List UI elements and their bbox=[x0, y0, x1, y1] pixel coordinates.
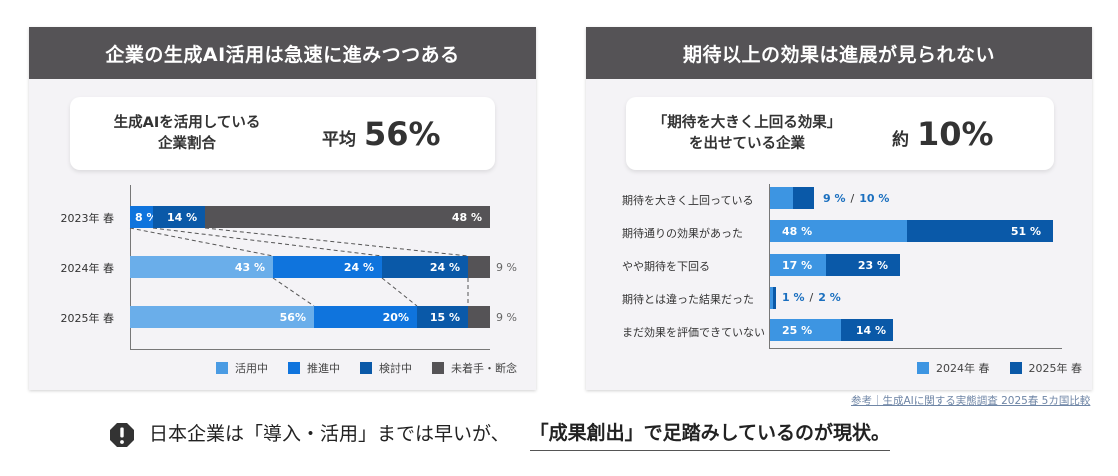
bar-row3-2024 bbox=[770, 287, 773, 309]
conclusion-text: 日本企業は「導入・活用」までは早いが、 bbox=[149, 422, 510, 445]
legend-item-katsuyou: 活用中 bbox=[216, 360, 268, 376]
legend-swatch bbox=[917, 362, 929, 374]
legend-swatch bbox=[216, 362, 228, 374]
legend-item-kentou: 検討中 bbox=[360, 360, 412, 376]
adoption-card-value: 56% bbox=[364, 114, 441, 153]
bar-row1-2025: 51 % bbox=[907, 220, 1053, 242]
adoption-card-label: 生成AIを活用している 企業割合 bbox=[113, 114, 261, 152]
legend-swatch bbox=[1009, 362, 1022, 374]
legend-swatch bbox=[432, 362, 444, 374]
bar-2024-suishin: 24 % bbox=[273, 256, 382, 278]
label-2024-michaku: 9 % bbox=[496, 261, 517, 274]
bar-row3-2025 bbox=[773, 287, 776, 309]
row3-values: 1 %/2 % bbox=[782, 291, 841, 304]
legend-label: 活用中 bbox=[235, 362, 268, 375]
adoption-chart-x-axis bbox=[130, 349, 490, 350]
bar-2025-kentou: 15 % bbox=[417, 306, 468, 328]
legend-item-2025: 2025年 春 bbox=[1009, 360, 1083, 376]
effect-row-label-2: やや期待を下回る bbox=[622, 260, 710, 273]
legend-swatch bbox=[360, 362, 372, 374]
row-label-2024: 2024年 春 bbox=[60, 262, 115, 275]
legend-swatch bbox=[288, 362, 300, 374]
legend-label: 2024年 春 bbox=[936, 362, 990, 375]
legend-item-2024: 2024年 春 bbox=[917, 360, 990, 376]
effect-summary-card: 「期待を大きく上回る効果」 を出せている企業 約 10% bbox=[626, 97, 1054, 170]
bar-2023-kentou: 14 % bbox=[153, 206, 205, 228]
effect-chart-legend: 2024年 春 2025年 春 bbox=[917, 360, 1082, 376]
effect-row-label-1: 期待通りの効果があった bbox=[622, 227, 743, 240]
bar-2025-katsuyou: 56% bbox=[130, 306, 314, 328]
bar-row0-2024 bbox=[770, 187, 793, 209]
bar-row4-2025: 14 % bbox=[841, 319, 893, 341]
label-2025-michaku: 9 % bbox=[496, 311, 517, 324]
source-link[interactable]: 参考｜生成AIに関する実態調査 2025春 5カ国比較 bbox=[851, 395, 1091, 407]
effect-card-stat: 約 10% bbox=[892, 115, 994, 153]
effect-chart-y-axis bbox=[769, 184, 770, 348]
adoption-card-prefix: 平均 bbox=[322, 129, 356, 150]
bar-row2-2024: 17 % bbox=[770, 254, 826, 276]
legend-label: 推進中 bbox=[307, 362, 340, 375]
effect-panel-title: 期待以上の効果は進展が見られない bbox=[586, 27, 1092, 79]
row-label-2023: 2023年 春 bbox=[60, 212, 115, 225]
bar-2024-katsuyou: 43 % bbox=[130, 256, 273, 278]
effect-row-label-4: まだ効果を評価できていない bbox=[622, 326, 765, 339]
bar-2023-suishin: 8 % bbox=[130, 206, 158, 228]
legend-label: 未着手・断念 bbox=[451, 362, 517, 375]
legend-label: 2025年 春 bbox=[1028, 362, 1083, 375]
effect-row-label-3: 期待とは違った結果だった bbox=[622, 293, 754, 306]
adoption-card-stat: 平均 56% bbox=[322, 115, 441, 153]
adoption-summary-card: 生成AIを活用している 企業割合 平均 56% bbox=[70, 97, 495, 170]
bar-2024-kentou: 24 % bbox=[382, 256, 468, 278]
legend-item-suishin: 推進中 bbox=[288, 360, 340, 376]
effect-chart-x-axis bbox=[769, 348, 1062, 349]
bar-row2-2025: 23 % bbox=[826, 254, 900, 276]
conclusion-message: 日本企業は「導入・活用」までは早いが、 「成果創出」で足踏みしているのが現状。 bbox=[109, 418, 891, 451]
adoption-panel-title: 企業の生成AI活用は急速に進みつつある bbox=[29, 27, 536, 79]
bar-row0-2025 bbox=[793, 187, 814, 209]
conclusion-emphasis: 「成果創出」で足踏みしているのが現状。 bbox=[529, 418, 891, 451]
effect-card-value: 10% bbox=[917, 114, 994, 153]
effect-card-label: 「期待を大きく上回る効果」 を出せている企業 bbox=[652, 114, 842, 152]
row0-values: 9 %/10 % bbox=[823, 192, 890, 205]
legend-label: 検討中 bbox=[379, 362, 412, 375]
bar-row4-2024: 25 % bbox=[770, 319, 841, 341]
bar-2025-michaku bbox=[468, 306, 490, 328]
adoption-chart-legend: 活用中 推進中 検討中 未着手・断念 bbox=[216, 360, 517, 376]
legend-item-michaku: 未着手・断念 bbox=[432, 360, 517, 376]
row-label-2025: 2025年 春 bbox=[60, 312, 115, 325]
effect-card-prefix: 約 bbox=[892, 129, 909, 150]
bar-2024-michaku bbox=[468, 256, 490, 278]
bar-2025-suishin: 20% bbox=[314, 306, 417, 328]
bar-row1-2024: 48 % bbox=[770, 220, 907, 242]
effect-row-label-0: 期待を大きく上回っている bbox=[622, 194, 754, 207]
warning-octagon-icon bbox=[110, 422, 134, 447]
bar-2023-michaku: 48 % bbox=[205, 206, 490, 228]
